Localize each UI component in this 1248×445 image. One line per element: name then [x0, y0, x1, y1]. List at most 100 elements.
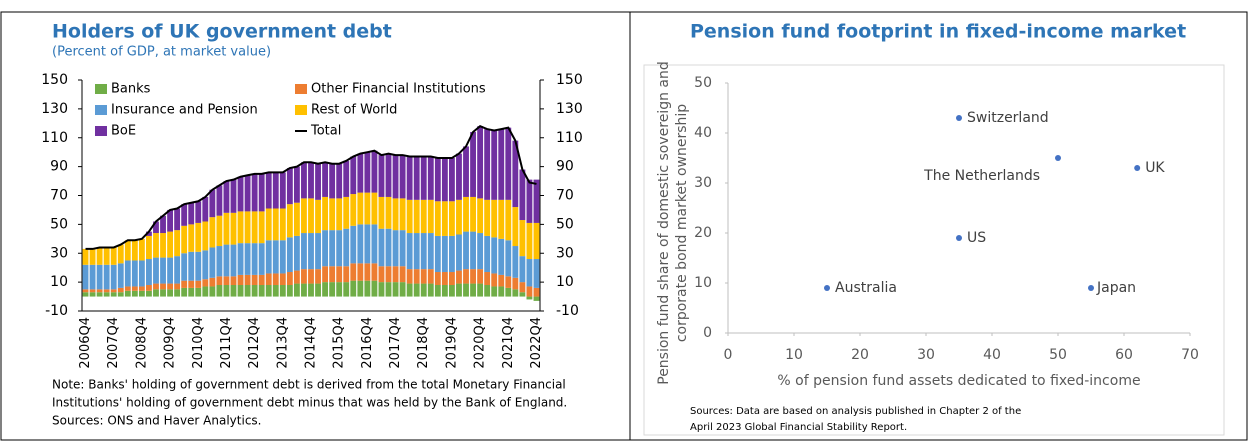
bar-segment [505, 287, 512, 297]
y2-tick-label: 110 [556, 130, 583, 146]
bar-segment [441, 285, 448, 297]
bar-segment [406, 233, 413, 270]
bar-segment [272, 208, 279, 241]
bar-segment [491, 199, 498, 238]
point-label: Australia [835, 280, 897, 296]
bar-segment [498, 129, 505, 200]
bar-segment [216, 215, 223, 247]
bar-segment [202, 286, 209, 297]
legend-swatch [295, 84, 307, 94]
bar-segment [160, 289, 166, 297]
bar-segment [195, 251, 202, 281]
bar-segment [209, 277, 216, 287]
bar-segment [301, 283, 307, 297]
bar-segment [272, 273, 279, 286]
bar-segment [265, 273, 272, 286]
bar-segment [160, 283, 166, 290]
bar-segment [427, 283, 434, 297]
bar-segment [237, 176, 244, 212]
bar-segment [160, 215, 166, 234]
bar-segment [505, 240, 512, 277]
bar-segment [413, 233, 420, 270]
bar-segment [272, 285, 279, 297]
bar-segment [533, 179, 540, 223]
x-tick-label: 2019Q4 [444, 317, 459, 369]
bar-segment [385, 282, 392, 297]
bar-segment [237, 274, 244, 286]
bar-segment [146, 231, 152, 236]
x-tick-label: 10 [785, 347, 803, 363]
bar-segment [385, 196, 392, 229]
bar-segment [216, 285, 223, 297]
bar-segment [103, 264, 110, 290]
bar-segment [251, 211, 258, 244]
bar-segment [364, 152, 371, 193]
bar-segment [456, 283, 462, 297]
bar-segment [526, 222, 533, 260]
bar-segment [463, 196, 469, 232]
y2-tick-label: 130 [556, 101, 583, 117]
y-tick-label: 20 [694, 225, 712, 241]
bar-segment [392, 155, 399, 199]
bar-segment [96, 289, 103, 293]
bar-segment [286, 168, 293, 205]
bar-segment [350, 263, 357, 281]
bar-segment [336, 266, 343, 283]
bar-segment [463, 283, 469, 297]
y-axis-label: Pension fund share of domestic sovereign… [656, 61, 672, 385]
bar-segment [329, 163, 336, 199]
bar-segment [364, 224, 371, 264]
bar-segment [449, 285, 455, 297]
bar-segment [498, 199, 505, 239]
bar-segment [441, 272, 448, 286]
frame [0, 11, 1248, 441]
bar-segment [117, 244, 124, 264]
bar-segment [146, 235, 152, 260]
bar-segment [427, 269, 434, 284]
bar-segment [491, 273, 498, 287]
bar-segment [371, 280, 378, 297]
bar-segment [498, 274, 505, 287]
bar-segment [209, 189, 216, 218]
scatter-point [824, 285, 830, 291]
y-tick-label: 110 [41, 130, 68, 146]
note: Institutions' holding of government debt… [52, 396, 567, 410]
point-label: US [967, 230, 986, 246]
x-tick-label: 2021Q4 [501, 317, 516, 369]
bar-segment [399, 155, 406, 199]
bar-segment [420, 233, 427, 270]
bar-segment [371, 192, 378, 225]
bar-segment [392, 198, 399, 231]
point-label: Switzerland [967, 110, 1049, 126]
bar-segment [512, 277, 519, 290]
bar-segment [131, 290, 138, 297]
y-tick-label: 50 [694, 75, 712, 91]
bar-segment [519, 220, 526, 257]
x-tick-label: 2014Q4 [304, 317, 319, 369]
bar-segment [406, 156, 413, 200]
bar-segment [286, 285, 293, 297]
note: April 2023 Global Financial Stability Re… [690, 422, 907, 433]
bar-segment [138, 290, 145, 297]
bar-segment [533, 296, 540, 301]
bar-segment [195, 201, 202, 223]
bar-segment [350, 194, 357, 226]
bar-segment [230, 276, 237, 286]
bar-segment [456, 199, 462, 235]
bar-segment [364, 192, 371, 225]
bar-segment [413, 283, 420, 297]
legend-label: Total [310, 124, 341, 139]
bar-segment [209, 247, 216, 278]
bar-segment [124, 240, 131, 261]
bar-segment [378, 155, 385, 197]
bar-segment [434, 201, 441, 236]
bar-segment [512, 140, 519, 208]
legend-label: Banks [111, 82, 151, 97]
y-tick-label: 0 [703, 325, 712, 341]
point-label: UK [1145, 160, 1165, 176]
bar-segment [124, 290, 131, 297]
x-tick-label: 2010Q4 [191, 317, 206, 369]
bar-segment [378, 196, 385, 229]
y2-tick-label: 90 [556, 159, 574, 175]
point-label: The Netherlands [923, 168, 1040, 184]
